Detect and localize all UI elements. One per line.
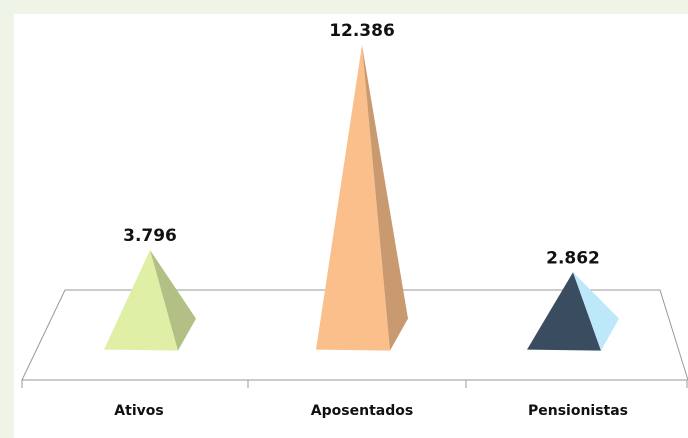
data-label: 12.386 bbox=[329, 21, 395, 41]
pyramid bbox=[316, 45, 408, 351]
x-tick-label: Aposentados bbox=[311, 403, 413, 419]
pyramid-face bbox=[316, 45, 390, 351]
pyramid-face bbox=[104, 250, 178, 351]
pyramid-face bbox=[527, 272, 601, 351]
pyramid bbox=[527, 272, 619, 351]
x-tick-label: Ativos bbox=[114, 403, 163, 419]
data-label: 3.796 bbox=[123, 226, 177, 246]
pyramid-face bbox=[573, 272, 619, 351]
pyramid bbox=[104, 250, 196, 351]
pyramid-face bbox=[150, 250, 196, 351]
data-label: 2.862 bbox=[546, 248, 600, 268]
pyramid-face bbox=[362, 45, 408, 351]
x-tick-label: Pensionistas bbox=[528, 403, 628, 419]
